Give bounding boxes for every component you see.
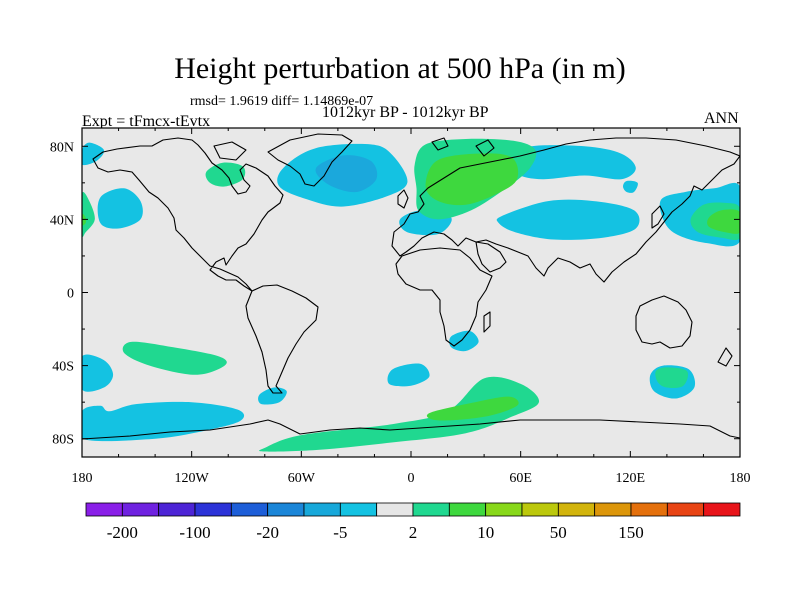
coast-new-zealand bbox=[717, 347, 733, 367]
coast-british-isles bbox=[397, 189, 409, 209]
anomaly-region-negative-3 bbox=[82, 142, 105, 166]
colorbar: -200 -100 -20 -5 2 10 50 150 bbox=[85, 502, 741, 542]
anomaly-region-negative-22 bbox=[387, 363, 430, 387]
coast-novaya-zemlya bbox=[475, 139, 495, 157]
coast-antarctica bbox=[82, 419, 740, 440]
colorbar-swatch bbox=[339, 502, 378, 517]
anomaly-region-negative-8 bbox=[623, 180, 638, 193]
anomaly-region-positive-13 bbox=[425, 153, 519, 206]
anomaly-region-positive-27 bbox=[655, 367, 689, 388]
anomaly-fields bbox=[82, 138, 740, 452]
colorbar-label: 50 bbox=[550, 523, 567, 542]
coast-africa bbox=[395, 247, 493, 347]
colorbar-swatch bbox=[521, 502, 559, 517]
y-axis: 80N 40N 0 40S 80S bbox=[50, 140, 740, 448]
anomaly-region-negative-20 bbox=[82, 401, 245, 442]
coast-arctic-islands bbox=[213, 141, 247, 161]
x-tick-label: 180 bbox=[72, 471, 93, 486]
colorbar-swatch bbox=[703, 502, 741, 517]
colorbar-label: -5 bbox=[333, 523, 347, 542]
coast-eurasia bbox=[391, 137, 740, 283]
coastlines bbox=[82, 133, 740, 440]
anomaly-region-positive-25 bbox=[426, 396, 519, 421]
season-label: ANN bbox=[704, 110, 739, 127]
colorbar-swatch bbox=[448, 502, 487, 517]
anomaly-region-negative-19 bbox=[82, 354, 114, 392]
x-tick-label: 60E bbox=[509, 471, 532, 486]
anomaly-region-positive-24 bbox=[259, 376, 540, 452]
colorbar-swatch bbox=[594, 502, 632, 517]
colorbar-label: -20 bbox=[256, 523, 279, 542]
colorbar-swatch bbox=[485, 502, 523, 517]
colorbar-swatch bbox=[630, 502, 668, 517]
coast-south-america bbox=[245, 284, 319, 394]
coast-arabia bbox=[475, 241, 507, 273]
y-tick-label: 80N bbox=[50, 140, 74, 155]
y-tick-label: 80S bbox=[52, 433, 74, 448]
colorbar-swatch bbox=[376, 502, 414, 517]
chart-title: Height perturbation at 500 hPa (in m) bbox=[174, 52, 626, 85]
coast-australia bbox=[635, 295, 693, 349]
colorbar-label: 150 bbox=[618, 523, 644, 542]
colorbar-swatch bbox=[303, 502, 341, 517]
anomaly-region-negative-7 bbox=[510, 145, 636, 180]
y-tick-label: 40N bbox=[50, 213, 74, 228]
x-axis: 180 120W 60W 0 60E 120E 180 bbox=[72, 128, 751, 486]
colorbar-label: 2 bbox=[409, 523, 418, 542]
y-tick-label: 0 bbox=[67, 287, 74, 302]
stats-text: rmsd= 1.9619 diff= 1.14869e-07 bbox=[190, 94, 374, 109]
colorbar-label: -200 bbox=[107, 523, 138, 542]
y-tick-label: 40S bbox=[52, 360, 74, 375]
anomaly-region-negative-10 bbox=[496, 199, 640, 240]
anomaly-region-negative-4 bbox=[97, 188, 143, 229]
x-tick-label: 0 bbox=[408, 471, 415, 486]
coast-greenland bbox=[267, 133, 353, 187]
anomaly-region-positive-18 bbox=[122, 341, 227, 375]
x-tick-label: 60W bbox=[288, 471, 316, 486]
x-tick-label: 180 bbox=[730, 471, 751, 486]
colorbar-swatch bbox=[121, 502, 160, 517]
colorbar-swatch bbox=[267, 502, 305, 517]
anomaly-region-negative-23 bbox=[449, 330, 479, 352]
colorbar-swatch bbox=[412, 502, 450, 517]
coast-north-america bbox=[92, 137, 284, 292]
coast-svalbard bbox=[431, 137, 449, 151]
x-tick-label: 120W bbox=[175, 471, 210, 486]
anomaly-region-positive-15 bbox=[707, 209, 740, 234]
anomaly-region-negative-21 bbox=[258, 387, 287, 405]
colorbar-swatch bbox=[557, 502, 596, 517]
colorbar-swatch bbox=[194, 502, 232, 517]
colorbar-swatch bbox=[666, 502, 705, 517]
colorbar-label: 10 bbox=[477, 523, 494, 542]
colorbar-label: -100 bbox=[179, 523, 210, 542]
x-tick-label: 120E bbox=[616, 471, 646, 486]
colorbar-swatch bbox=[158, 502, 196, 517]
coast-madagascar bbox=[483, 311, 491, 333]
experiment-label: Expt = tFmcx-tEvtx bbox=[82, 113, 211, 130]
period-label: 1012kyr BP - 1012kyr BP bbox=[322, 104, 489, 121]
coast-japan bbox=[651, 205, 665, 229]
colorbar-swatch bbox=[85, 502, 123, 517]
colorbar-swatch bbox=[230, 502, 269, 517]
